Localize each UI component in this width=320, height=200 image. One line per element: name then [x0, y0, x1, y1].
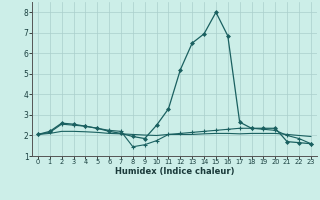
X-axis label: Humidex (Indice chaleur): Humidex (Indice chaleur)	[115, 167, 234, 176]
